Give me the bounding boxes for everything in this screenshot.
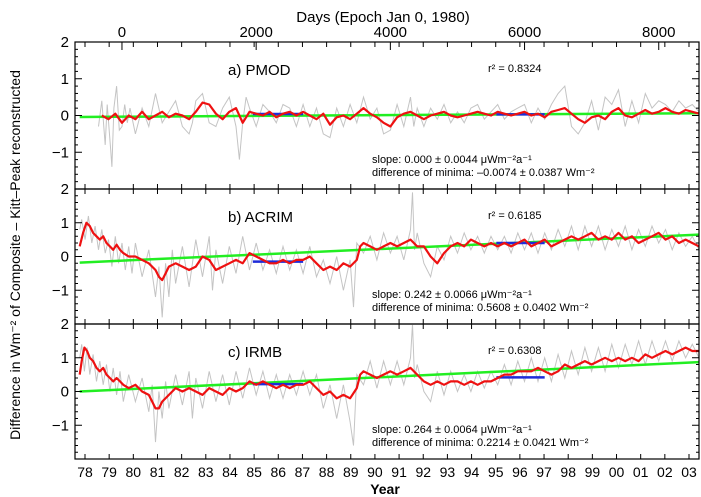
- top-tick-label: 0: [118, 24, 126, 41]
- x-tick-label: 97: [536, 464, 552, 480]
- x-tick-label: 94: [464, 464, 480, 480]
- top-axis-label: Days (Epoch Jan 0, 1980): [296, 9, 469, 26]
- x-tick-label: 03: [681, 464, 697, 480]
- y-tick-label: −1: [52, 417, 69, 434]
- panel-series-pmod: [79, 84, 699, 167]
- x-tick-label: 00: [609, 464, 625, 480]
- bottom-axis: 78 79 80 81 82 83 84 85 86 87 88 89 90 91 92 93 94 95 96 97…: [77, 464, 697, 480]
- y-tick-label: 1: [61, 350, 69, 367]
- top-tick-label: 8000: [642, 24, 675, 41]
- minima-annotation: difference of minima: –0.0074 ± 0.0387 W…: [372, 167, 595, 179]
- top-tick-label: 4000: [374, 24, 407, 41]
- x-tick-label: 87: [295, 464, 311, 480]
- slope-annotation: slope: 0.242 ± 0.0066 μWm⁻²a⁻¹: [372, 289, 532, 301]
- x-tick-label: 88: [319, 464, 335, 480]
- panel-label: c) IRMB: [228, 344, 282, 361]
- panel-pmod: −1 0 1 2 a) PMOD r² = 0.8324 slope: 0.000 ± 0.…: [52, 34, 700, 190]
- slope-annotation: slope: 0.264 ± 0.0064 μWm⁻²a⁻¹: [372, 424, 532, 436]
- panel-series-acrim: [78, 192, 699, 318]
- x-tick-label: 82: [174, 464, 190, 480]
- y-tick-label: −1: [52, 282, 69, 299]
- x-tick-label: 81: [150, 464, 166, 480]
- x-tick-label: 83: [198, 464, 214, 480]
- x-tick-label: 96: [512, 464, 528, 480]
- x-tick-label: 98: [560, 464, 576, 480]
- panel-irmb: −1 0 1 2 c) IRMB r² = 0.6308 slope: 0.264 ± 0.…: [52, 316, 700, 460]
- panel-label: a) PMOD: [228, 62, 291, 79]
- smoothed-series-line: [78, 346, 699, 410]
- top-tick-label: 2000: [239, 24, 272, 41]
- x-tick-label: 01: [633, 464, 649, 480]
- panel-acrim: −1 0 1 2 b) ACRIM r² = 0.6185 slope: 0.242 ± 0…: [52, 181, 700, 325]
- x-tick-label: 86: [270, 464, 286, 480]
- x-tick-label: 99: [585, 464, 601, 480]
- r-squared-label: r² = 0.6185: [488, 210, 542, 222]
- x-tick-label: 80: [126, 464, 142, 480]
- y-tick-label: 2: [61, 316, 69, 333]
- x-tick-label: 90: [367, 464, 383, 480]
- raw-series-line: [79, 324, 699, 446]
- minima-annotation: difference of minima: 0.5608 ± 0.0402 Wm…: [372, 302, 589, 314]
- y-tick-label: 0: [61, 249, 69, 266]
- y-tick-label: 0: [61, 384, 69, 401]
- linear-fit-line: [79, 360, 699, 393]
- panel-series-irmb: [78, 324, 699, 446]
- y-axis-label: Difference in Wm⁻² of Composite – Kitt–P…: [7, 70, 23, 440]
- r-squared-label: r² = 0.8324: [488, 63, 542, 75]
- y-tick-label: 1: [61, 215, 69, 232]
- raw-series-line: [79, 192, 699, 318]
- x-tick-label: 95: [488, 464, 504, 480]
- x-tick-label: 84: [222, 464, 238, 480]
- y-tick-label: −1: [52, 144, 69, 161]
- top-tick-label: 6000: [508, 24, 541, 41]
- minima-annotation: difference of minima: 0.2214 ± 0.0421 Wm…: [372, 437, 589, 449]
- x-tick-label: 93: [440, 464, 456, 480]
- slope-annotation: slope: 0.000 ± 0.0044 μWm⁻²a⁻¹: [372, 154, 532, 166]
- x-tick-label: 91: [391, 464, 407, 480]
- x-axis-label: Year: [370, 481, 400, 497]
- smoothed-series-line: [101, 101, 699, 128]
- smoothed-series-line: [78, 221, 699, 282]
- x-tick-label: 89: [343, 464, 359, 480]
- x-tick-label: 92: [415, 464, 431, 480]
- y-tick-label: 2: [61, 34, 69, 51]
- panel-label: b) ACRIM: [228, 209, 293, 226]
- top-axis: 0 2000 4000 6000 8000: [118, 24, 675, 50]
- linear-fit-line: [79, 233, 699, 264]
- y-tick-label: 2: [61, 181, 69, 198]
- x-tick-label: 02: [657, 464, 673, 480]
- x-tick-label: 85: [246, 464, 262, 480]
- x-tick-label: 78: [77, 464, 93, 480]
- x-tick-label: 79: [101, 464, 117, 480]
- raw-series-line: [98, 84, 699, 167]
- y-tick-label: 0: [61, 108, 69, 125]
- y-tick-label: 1: [61, 71, 69, 88]
- r-squared-label: r² = 0.6308: [488, 345, 542, 357]
